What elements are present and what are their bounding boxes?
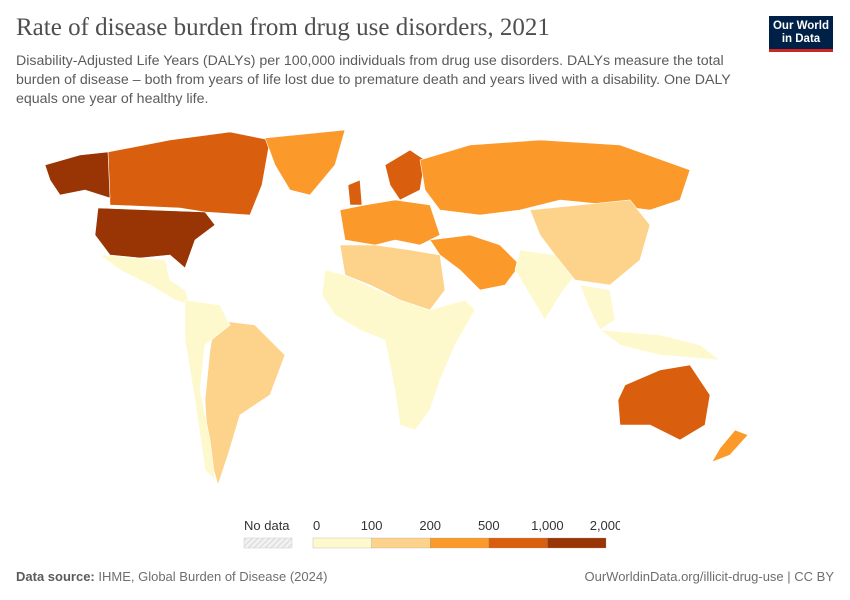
legend-tick-label: 500 [478, 518, 500, 533]
map-region-china[interactable] [529, 199, 651, 286]
logo-line1: Our World [772, 20, 829, 32]
map-region-new-zealand[interactable] [711, 429, 749, 463]
legend-swatch [547, 537, 607, 549]
legend-tick-label: 2,000 [590, 518, 620, 533]
map-region-middle-east-iran[interactable] [429, 234, 521, 291]
map-region-russia[interactable] [419, 139, 691, 216]
map-region-australia[interactable] [617, 364, 711, 441]
data-source: Data source: IHME, Global Burden of Dise… [16, 569, 327, 584]
legend-swatch [488, 537, 548, 549]
source-label: Data source: [16, 569, 95, 584]
map-region-greenland[interactable] [264, 129, 346, 196]
chart-subtitle: Disability-Adjusted Life Years (DALYs) p… [16, 53, 731, 107]
map-region-united-states[interactable] [94, 207, 216, 269]
map-region-alaska-us[interactable] [44, 151, 111, 199]
map-region-united-kingdom-scandinavia[interactable] [347, 149, 426, 206]
map-region-north-africa-sudan[interactable] [339, 244, 446, 311]
chart-title: Rate of disease burden from drug use dis… [16, 14, 550, 41]
legend-tick-label: 0 [313, 518, 320, 533]
owid-logo[interactable]: Our World in Data [769, 16, 833, 52]
legend-swatch [312, 537, 372, 549]
world-map[interactable] [0, 120, 850, 510]
legend-tick-label: 100 [361, 518, 383, 533]
legend-tick-label: 1,000 [531, 518, 564, 533]
legend-no-data-label: No data [244, 518, 290, 533]
legend-tick-label: 200 [419, 518, 441, 533]
legend: No data 0 100 200 500 1,000 2,000 [243, 518, 620, 549]
map-region-canada[interactable] [107, 131, 271, 216]
footer-url[interactable]: OurWorldinData.org/illicit-drug-use | CC… [584, 569, 835, 584]
map-region-rest-of-south-america[interactable] [184, 299, 231, 481]
map-region-southeast-asia[interactable] [579, 284, 722, 361]
legend-no-data-swatch [243, 537, 293, 549]
logo-line2: in Data [781, 33, 821, 45]
map-region-europe[interactable] [339, 199, 441, 246]
map-region-mexico-central-america[interactable] [98, 254, 191, 306]
legend-swatch [430, 537, 489, 549]
map-region-brazil-argentina[interactable] [204, 319, 286, 487]
legend-swatch [371, 537, 431, 549]
source-text[interactable]: IHME, Global Burden of Disease (2024) [98, 569, 328, 584]
